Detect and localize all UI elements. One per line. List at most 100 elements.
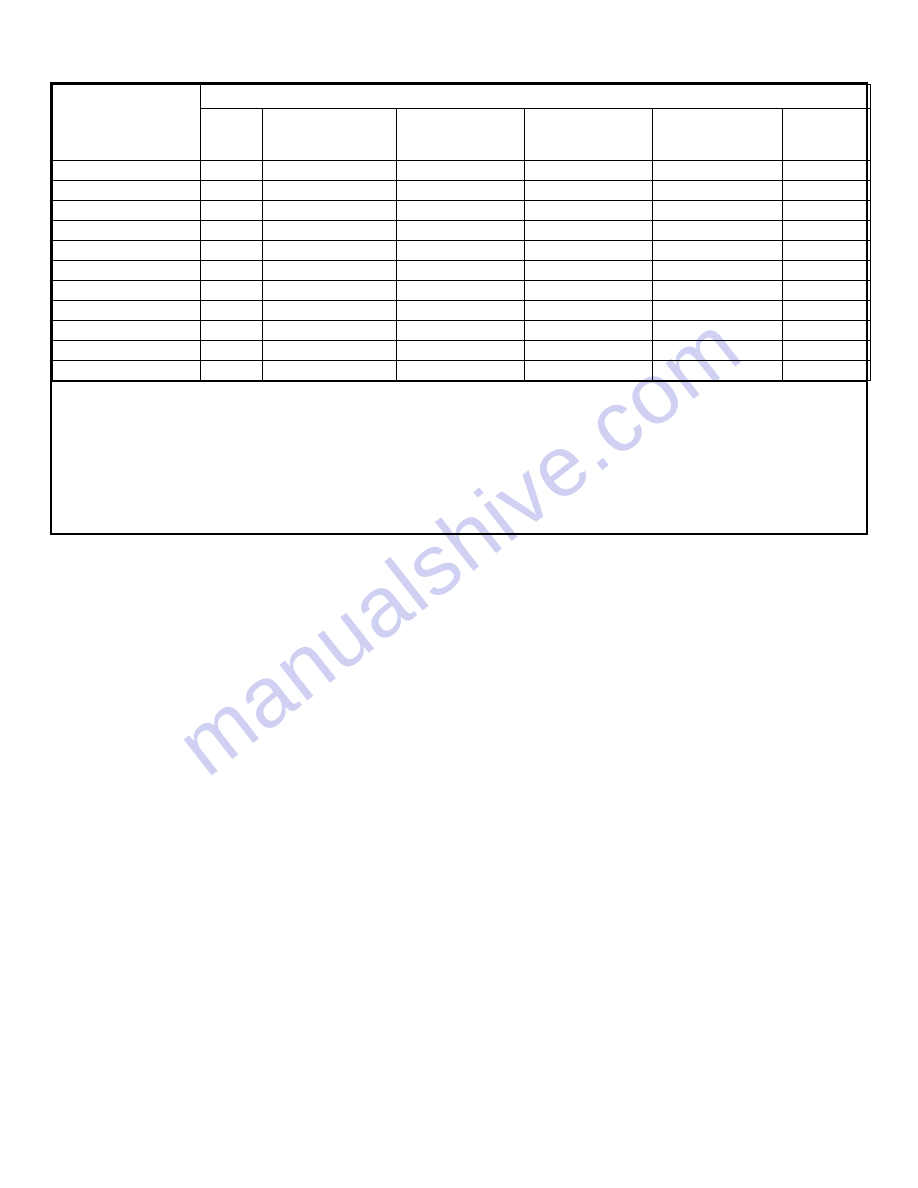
table-row <box>53 261 871 281</box>
table-cell <box>53 221 201 241</box>
table-cell <box>653 201 783 221</box>
table-cell <box>53 181 201 201</box>
table-cell <box>201 261 263 281</box>
table-row <box>53 161 871 181</box>
table-cell <box>263 321 397 341</box>
table-cell <box>653 181 783 201</box>
table-row <box>53 281 871 301</box>
table-cell <box>783 201 871 221</box>
table-cell <box>201 361 263 381</box>
table-cell <box>397 321 525 341</box>
table-cell <box>397 201 525 221</box>
table-cell <box>263 361 397 381</box>
table-cell <box>653 281 783 301</box>
table-cell <box>783 241 871 261</box>
table-cell <box>263 281 397 301</box>
table-cell <box>525 281 653 301</box>
table-cell <box>397 261 525 281</box>
table-cell <box>525 301 653 321</box>
table-cell <box>653 341 783 361</box>
table-header-cell <box>653 109 783 161</box>
table-cell <box>783 321 871 341</box>
table-cell <box>201 161 263 181</box>
table-cell <box>201 201 263 221</box>
table-cell <box>783 361 871 381</box>
table-cell <box>783 181 871 201</box>
table-cell <box>397 161 525 181</box>
table-cell <box>397 241 525 261</box>
table-cell <box>263 261 397 281</box>
table-header-cell <box>201 109 263 161</box>
table-cell <box>397 301 525 321</box>
table-cell <box>397 221 525 241</box>
table-cell <box>53 261 201 281</box>
table-cell <box>525 321 653 341</box>
table-header-cell <box>397 109 525 161</box>
table-header-row-top <box>53 85 871 109</box>
table-cell <box>201 241 263 261</box>
table-cell <box>783 281 871 301</box>
table-row <box>53 361 871 381</box>
table-cell <box>397 341 525 361</box>
table-cell <box>653 321 783 341</box>
table-cell <box>53 361 201 381</box>
data-table <box>52 84 871 381</box>
table-row <box>53 221 871 241</box>
notes-box <box>52 381 866 533</box>
table-cell <box>201 221 263 241</box>
table-cell <box>525 181 653 201</box>
table-cell <box>397 281 525 301</box>
table-cell <box>783 221 871 241</box>
table-cell <box>263 241 397 261</box>
table-header-cell-span <box>201 85 871 109</box>
table-header-cell <box>783 109 871 161</box>
table-cell <box>653 261 783 281</box>
table-cell <box>783 261 871 281</box>
table-cell <box>525 361 653 381</box>
table-cell <box>53 281 201 301</box>
table-cell <box>525 341 653 361</box>
table-cell <box>653 161 783 181</box>
table-cell <box>653 301 783 321</box>
table-cell <box>263 161 397 181</box>
table-cell <box>783 301 871 321</box>
table-row <box>53 321 871 341</box>
table-cell <box>397 361 525 381</box>
table-cell <box>653 241 783 261</box>
table-cell <box>263 301 397 321</box>
table-cell <box>263 181 397 201</box>
table-cell <box>263 221 397 241</box>
table-header-cell-rowhead <box>53 85 201 161</box>
table-cell <box>53 341 201 361</box>
table-cell <box>783 341 871 361</box>
table-cell <box>263 341 397 361</box>
table-header-cell <box>263 109 397 161</box>
table-cell <box>53 321 201 341</box>
table-cell <box>525 261 653 281</box>
table-cell <box>201 321 263 341</box>
table-cell <box>53 241 201 261</box>
table-container <box>50 82 868 535</box>
table-cell <box>263 201 397 221</box>
table-cell <box>201 341 263 361</box>
table-cell <box>525 201 653 221</box>
table-cell <box>525 241 653 261</box>
table-cell <box>783 161 871 181</box>
table-cell <box>53 201 201 221</box>
table-cell <box>653 221 783 241</box>
table-header-cell <box>525 109 653 161</box>
table-cell <box>201 281 263 301</box>
table-cell <box>397 181 525 201</box>
table-cell <box>525 221 653 241</box>
table-cell <box>53 161 201 181</box>
table-row <box>53 241 871 261</box>
table-row <box>53 341 871 361</box>
document-page: manualshive.com <box>0 0 918 1188</box>
table-row <box>53 181 871 201</box>
table-row <box>53 301 871 321</box>
table-cell <box>53 301 201 321</box>
table-cell <box>653 361 783 381</box>
table-cell <box>201 181 263 201</box>
table-cell <box>201 301 263 321</box>
table-cell <box>525 161 653 181</box>
